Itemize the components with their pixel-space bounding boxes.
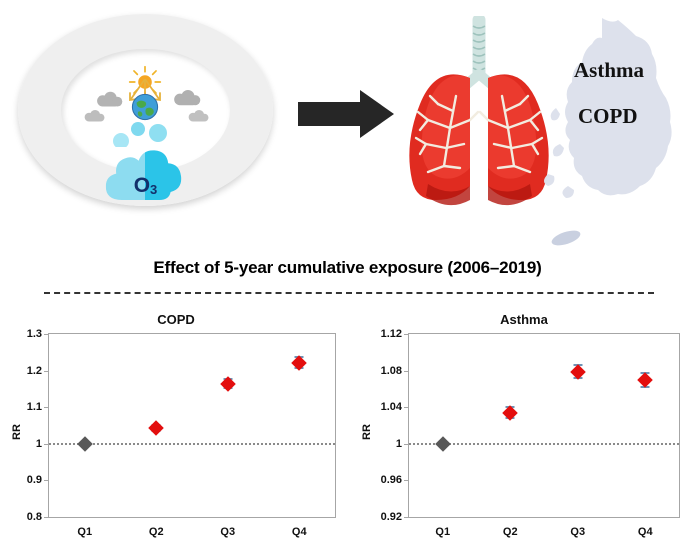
reference-line [49, 442, 335, 445]
y-tick-label: 1.08 [381, 365, 410, 377]
y-tick-label: 1.04 [381, 401, 410, 413]
ozone-formula-label: O3 [133, 173, 158, 197]
ozone-cloud-icon: O3 [101, 127, 189, 209]
y-axis-label: RR [11, 424, 23, 440]
reference-marker [434, 436, 451, 452]
illustration-panel: O3 [0, 0, 695, 252]
y-tick-label: 1 [36, 438, 50, 450]
reference-line [409, 442, 679, 445]
x-tick-label: Q4 [637, 526, 653, 538]
y-tick-label: 1 [396, 438, 410, 450]
reference-marker [76, 436, 93, 452]
lungs-icon [409, 16, 549, 206]
y-tick-label: 0.92 [381, 511, 410, 523]
chart-panel-copd: COPD RR 1.3 1.2 1.1 1 0.9 0.8 Q1 Q2 Q3 Q4 [4, 308, 348, 550]
y-tick-label: 1.2 [27, 365, 50, 377]
map-label-asthma: Asthma [574, 58, 645, 82]
section-divider [44, 292, 654, 294]
chart-panel-asthma: Asthma RR 1.12 1.08 1.04 1 0.96 0.92 Q1 Q2 Q3 Q4 [356, 308, 692, 550]
smog-cloud-icon [84, 109, 105, 122]
y-tick-label: 0.96 [381, 474, 410, 486]
plot-area: 1.12 1.08 1.04 1 0.96 0.92 Q1 Q2 Q3 Q4 [381, 328, 680, 538]
ozone-scene-ring: O3 [18, 14, 273, 206]
ozone-scene-inner: O3 [61, 49, 229, 200]
x-tick-label: Q2 [502, 526, 518, 538]
smog-cloud-icon [189, 109, 209, 122]
smog-cloud-icon [174, 89, 201, 105]
map-label-copd: COPD [578, 104, 638, 128]
smog-cloud-icon [97, 91, 123, 107]
x-tick-label: Q4 [291, 526, 307, 538]
y-tick-label: 1.3 [27, 328, 50, 340]
x-tick-label: Q3 [220, 526, 236, 538]
x-tick-label: Q1 [435, 526, 451, 538]
plot-area: 1.3 1.2 1.1 1 0.9 0.8 Q1 Q2 Q3 Q4 [27, 328, 336, 538]
section-title: Effect of 5-year cumulative exposure (20… [153, 258, 542, 277]
y-tick-label: 0.9 [27, 474, 50, 486]
y-axis-label: RR [361, 424, 373, 440]
y-tick-label: 0.8 [27, 511, 50, 523]
x-tick-label: Q3 [570, 526, 586, 538]
x-tick-label: Q1 [77, 526, 93, 538]
south-korea-map-icon [544, 18, 672, 246]
chart-title: COPD [157, 312, 195, 327]
bubbles-icon [113, 121, 168, 147]
chart-title: Asthma [500, 312, 548, 327]
x-tick-label: Q2 [148, 526, 164, 538]
earth-globe-icon [132, 93, 159, 120]
risk-marker [148, 420, 165, 437]
right-arrow-icon [298, 90, 394, 138]
y-tick-label: 1.12 [381, 328, 410, 340]
charts-row: COPD RR 1.3 1.2 1.1 1 0.9 0.8 Q1 Q2 Q3 Q4 Asthma … [0, 308, 695, 550]
y-tick-label: 1.1 [27, 401, 50, 413]
